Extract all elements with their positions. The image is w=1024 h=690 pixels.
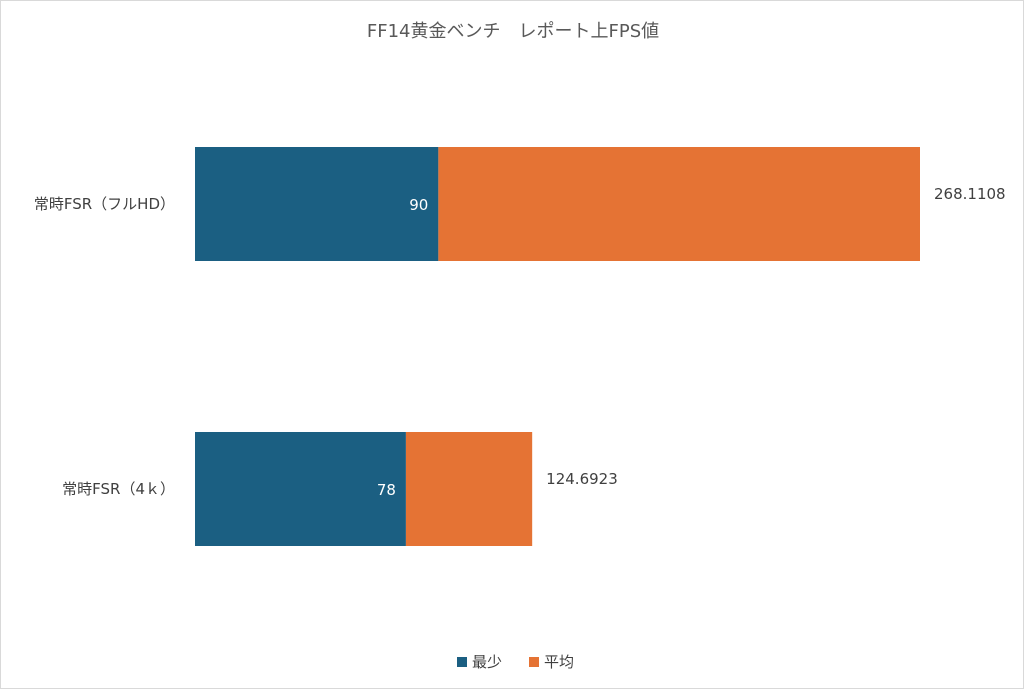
data-label-min: 90 xyxy=(409,196,428,214)
legend-label-min: 最少 xyxy=(472,653,502,671)
chart-title: FF14黄金ベンチ レポート上FPS値 xyxy=(367,21,659,42)
data-label-min: 78 xyxy=(377,481,396,499)
legend-label-avg: 平均 xyxy=(544,653,574,671)
labels-layer: 常時FSR（フルHD） 90 268.1108 常時FSR（4ｋ） 78 124.6923 xyxy=(34,185,1006,499)
data-label-avg: 268.1108 xyxy=(934,185,1006,203)
category-label: 常時FSR（4ｋ） xyxy=(62,480,175,498)
legend: 最少 平均 xyxy=(457,653,574,671)
bars-layer xyxy=(195,147,920,546)
bar-segment-avg xyxy=(438,147,920,261)
bar-segment-min xyxy=(195,147,439,261)
data-label-avg: 124.6923 xyxy=(546,470,618,488)
legend-swatch-avg xyxy=(529,657,539,667)
bar-segment-avg xyxy=(405,432,533,546)
category-label: 常時FSR（フルHD） xyxy=(34,195,175,213)
legend-swatch-min xyxy=(457,657,467,667)
bar-segment-min xyxy=(195,432,406,546)
